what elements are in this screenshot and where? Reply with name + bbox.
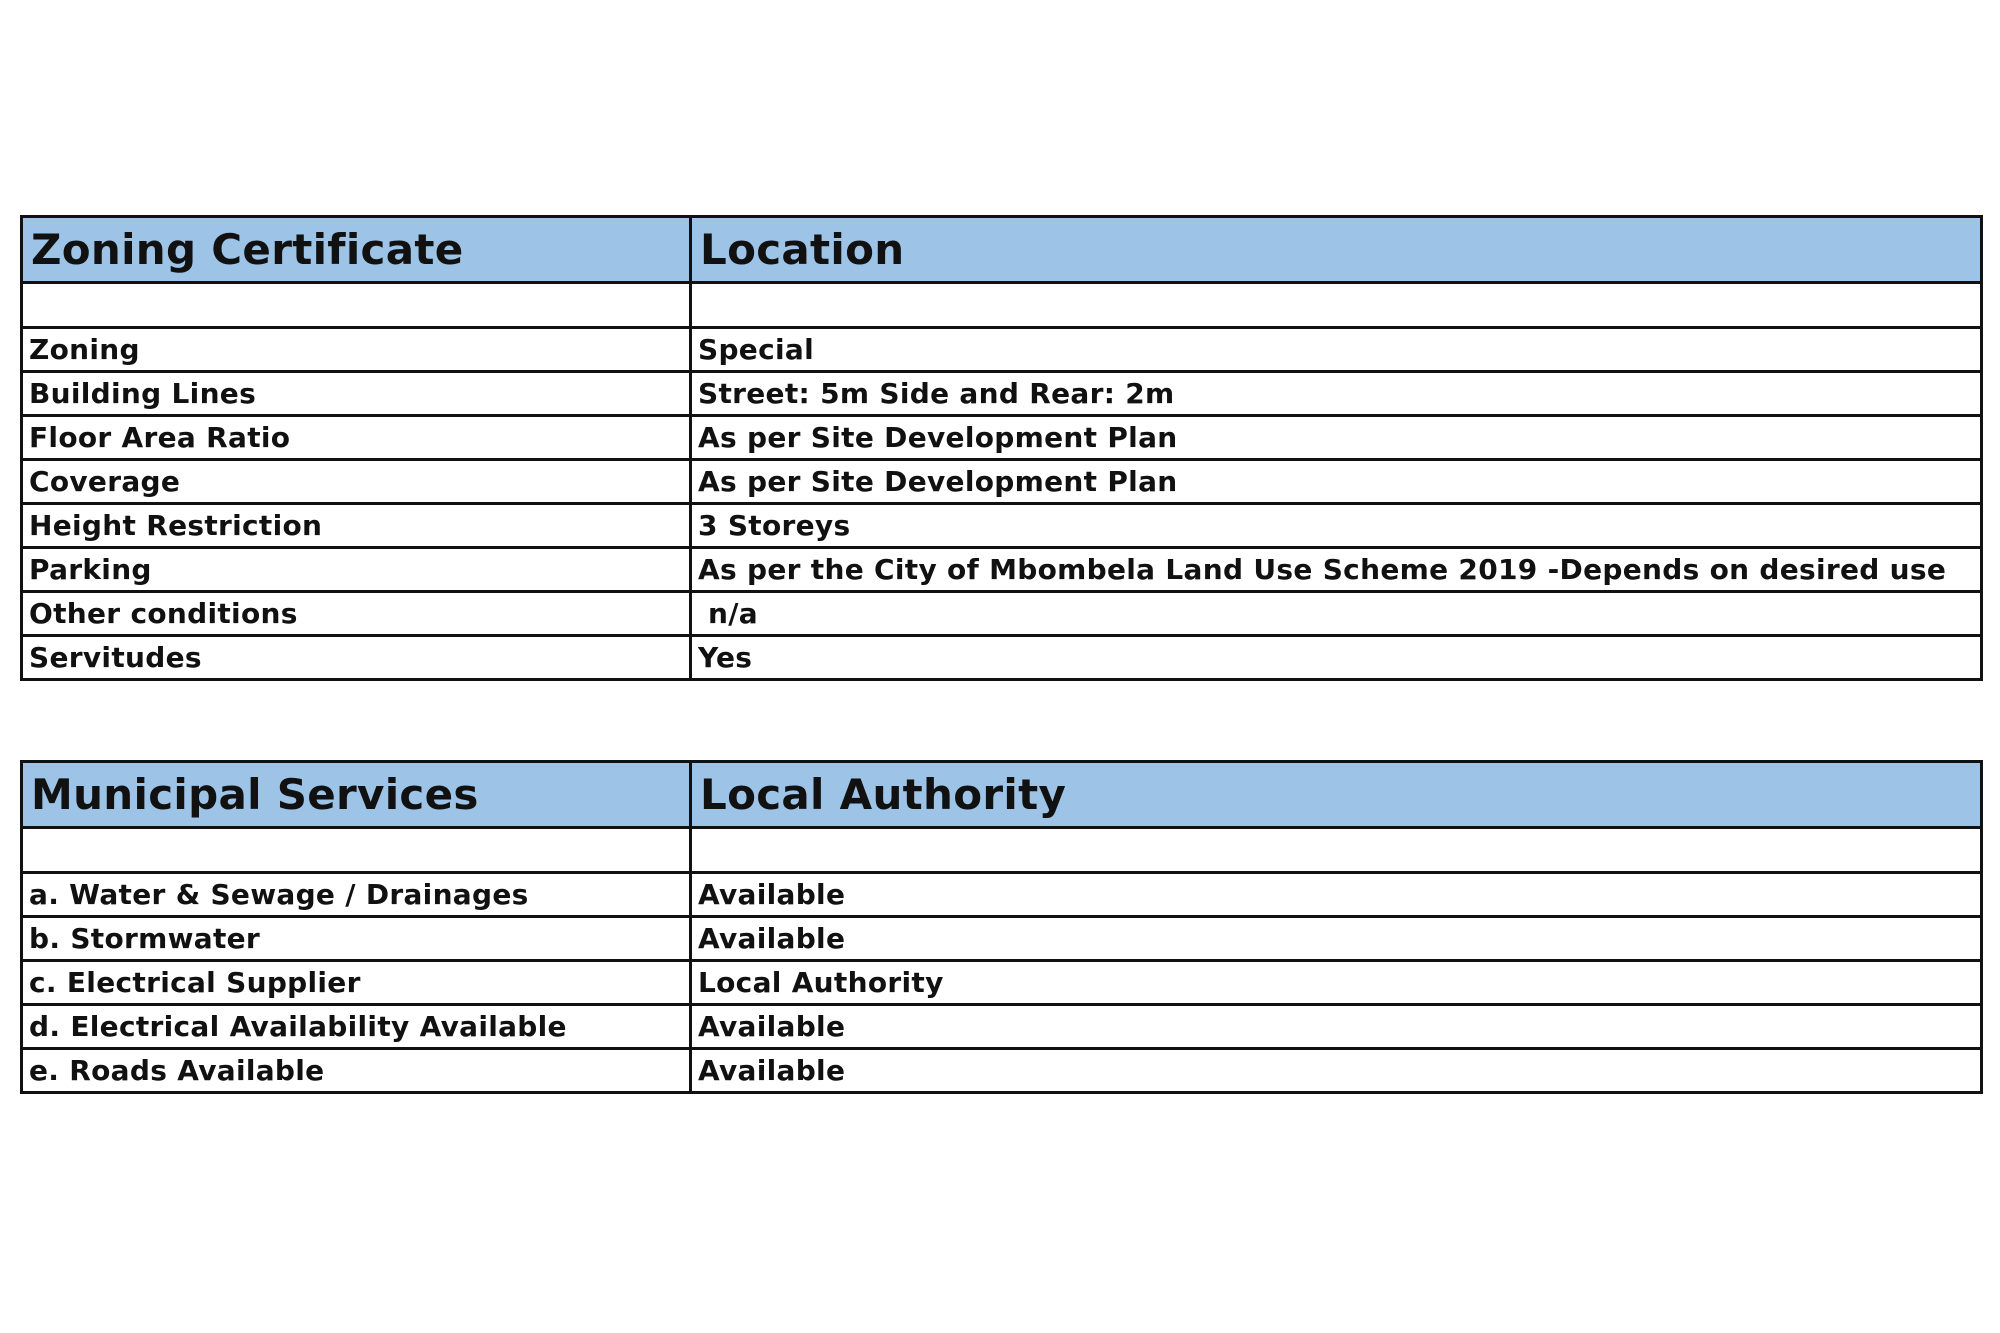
row-value: n/a xyxy=(689,590,1983,637)
municipal-services-table: Municipal Services Local Authority a. Wate… xyxy=(20,760,1983,1094)
table-row: e. Roads Available Available xyxy=(20,1047,1983,1094)
row-label: Servitudes xyxy=(20,634,692,681)
table-row: d. Electrical Availability Available Avai… xyxy=(20,1003,1983,1050)
table-row: Floor Area Ratio As per Site Development … xyxy=(20,414,1983,461)
row-label: Floor Area Ratio xyxy=(20,414,692,461)
table-row: c. Electrical Supplier Local Authority xyxy=(20,959,1983,1006)
header-cell: Zoning Certificate xyxy=(20,215,692,284)
row-value: As per the City of Mbombela Land Use Sch… xyxy=(689,546,1983,593)
row-value: Available xyxy=(689,1003,1983,1050)
table-row: Other conditions n/a xyxy=(20,590,1983,637)
table-row: Coverage As per Site Development Plan xyxy=(20,458,1983,505)
table-row: Height Restriction 3 Storeys xyxy=(20,502,1983,549)
zoning-certificate-table: Zoning Certificate Location Zoning Special B… xyxy=(20,215,1983,681)
row-label: Other conditions xyxy=(20,590,692,637)
row-value: Yes xyxy=(689,634,1983,681)
table-row: a. Water & Sewage / Drainages Available xyxy=(20,871,1983,918)
row-value: Street: 5m Side and Rear: 2m xyxy=(689,370,1983,417)
table-row: Parking As per the City of Mbombela Land … xyxy=(20,546,1983,593)
row-value: As per Site Development Plan xyxy=(689,414,1983,461)
header-cell: Local Authority xyxy=(689,760,1983,829)
blank-row xyxy=(20,281,1983,329)
row-value: Available xyxy=(689,871,1983,918)
header-cell: Municipal Services xyxy=(20,760,692,829)
table-header-row: Municipal Services Local Authority xyxy=(20,760,1983,829)
row-label: b. Stormwater xyxy=(20,915,692,962)
table-row: b. Stormwater Available xyxy=(20,915,1983,962)
row-label: d. Electrical Availability Available xyxy=(20,1003,692,1050)
row-value: As per Site Development Plan xyxy=(689,458,1983,505)
row-value: Special xyxy=(689,326,1983,373)
table-row: Servitudes Yes xyxy=(20,634,1983,681)
row-label: Building Lines xyxy=(20,370,692,417)
row-label: c. Electrical Supplier xyxy=(20,959,692,1006)
blank-row xyxy=(20,826,1983,874)
row-value: Available xyxy=(689,1047,1983,1094)
row-label: a. Water & Sewage / Drainages xyxy=(20,871,692,918)
row-label: e. Roads Available xyxy=(20,1047,692,1094)
row-value: Local Authority xyxy=(689,959,1983,1006)
row-label: Parking xyxy=(20,546,692,593)
row-label: Zoning xyxy=(20,326,692,373)
header-cell: Location xyxy=(689,215,1983,284)
table-row: Zoning Special xyxy=(20,326,1983,373)
table-header-row: Zoning Certificate Location xyxy=(20,215,1983,284)
row-value: 3 Storeys xyxy=(689,502,1983,549)
table-row: Building Lines Street: 5m Side and Rear: … xyxy=(20,370,1983,417)
row-label: Coverage xyxy=(20,458,692,505)
row-value: Available xyxy=(689,915,1983,962)
row-label: Height Restriction xyxy=(20,502,692,549)
